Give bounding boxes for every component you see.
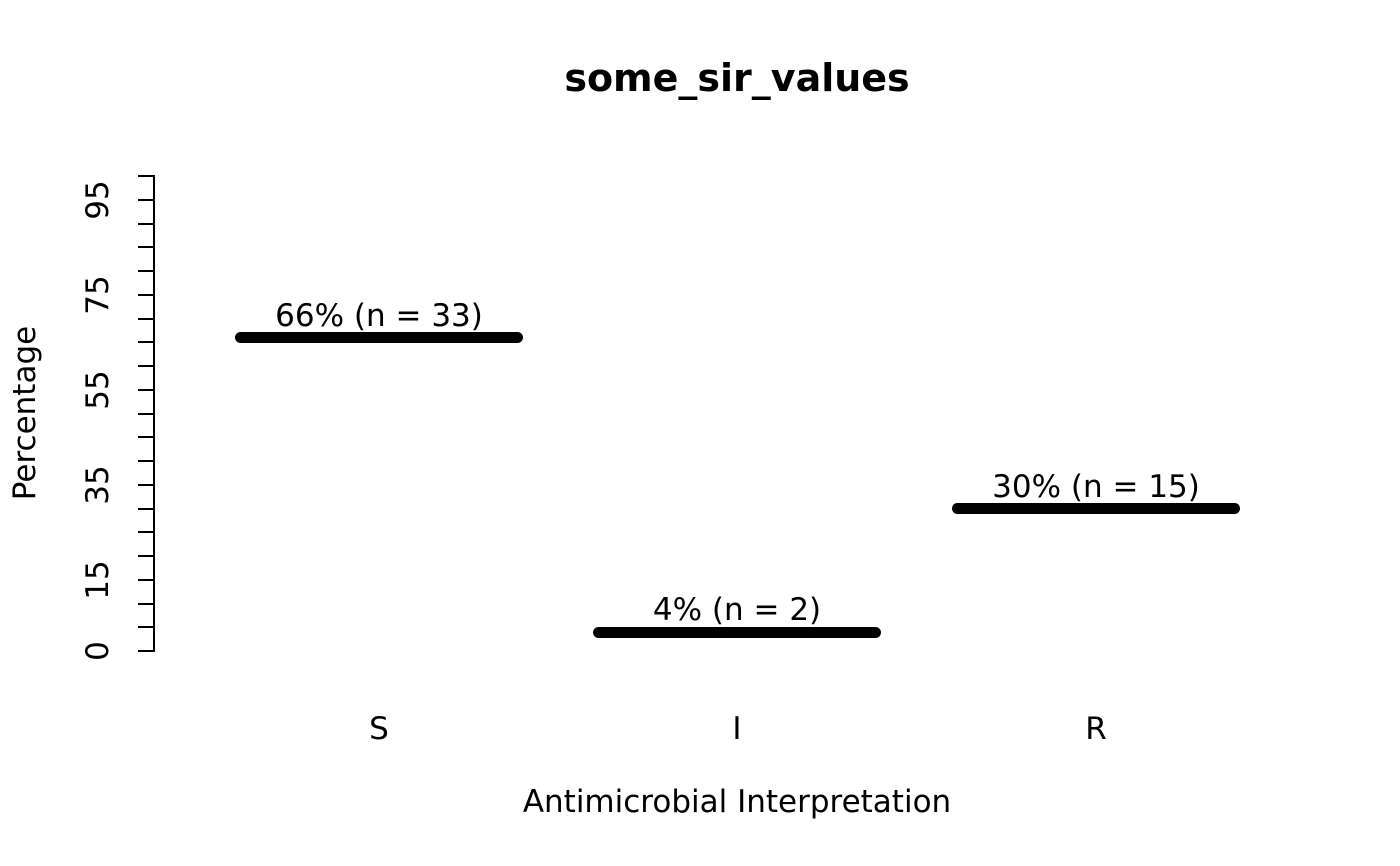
category-label: R xyxy=(1085,711,1107,747)
y-axis-tick xyxy=(138,578,153,581)
y-axis-tick xyxy=(138,555,153,557)
y-axis-tick xyxy=(138,365,153,367)
y-axis-line xyxy=(153,175,155,652)
bar-segment xyxy=(235,332,523,343)
y-axis-tick xyxy=(138,436,153,439)
y-axis-tick xyxy=(138,602,153,605)
y-axis-tick xyxy=(138,222,153,225)
y-axis-tick xyxy=(138,246,153,249)
y-axis-tick-label: 95 xyxy=(80,180,116,220)
y-axis-tick xyxy=(138,293,153,296)
y-axis-tick xyxy=(138,317,153,320)
y-axis-tick xyxy=(138,198,153,201)
y-axis-title: Percentage xyxy=(7,325,43,501)
bar-value-label: 30% (n = 15) xyxy=(992,468,1200,505)
y-axis-tick xyxy=(138,460,153,462)
y-axis-tick xyxy=(138,412,153,415)
bar-value-label: 4% (n = 2) xyxy=(652,592,822,628)
y-axis-tick xyxy=(138,270,153,272)
category-label: S xyxy=(369,711,389,747)
category-label: I xyxy=(732,711,742,747)
y-axis-tick-label: 35 xyxy=(80,465,116,505)
y-axis-tick xyxy=(138,483,153,486)
y-axis-tick xyxy=(138,626,153,629)
y-axis-tick-label: 55 xyxy=(80,370,116,410)
x-axis-title: Antimicrobial Interpretation xyxy=(522,784,952,820)
y-axis-tick-label: 75 xyxy=(80,275,116,315)
y-axis-tick xyxy=(138,388,153,391)
y-axis-tick xyxy=(138,531,153,534)
chart-title: some_sir_values xyxy=(564,56,910,100)
bar-segment xyxy=(952,503,1240,514)
bar-segment xyxy=(593,626,881,638)
y-axis-tick-label: 0 xyxy=(80,641,116,661)
y-axis-tick xyxy=(138,507,153,510)
y-axis-tick-label: 15 xyxy=(80,560,116,600)
y-axis-tick xyxy=(138,341,153,344)
y-axis-tick xyxy=(138,175,153,177)
bar-value-label: 66% (n = 33) xyxy=(275,297,483,334)
y-axis-tick xyxy=(138,650,153,652)
